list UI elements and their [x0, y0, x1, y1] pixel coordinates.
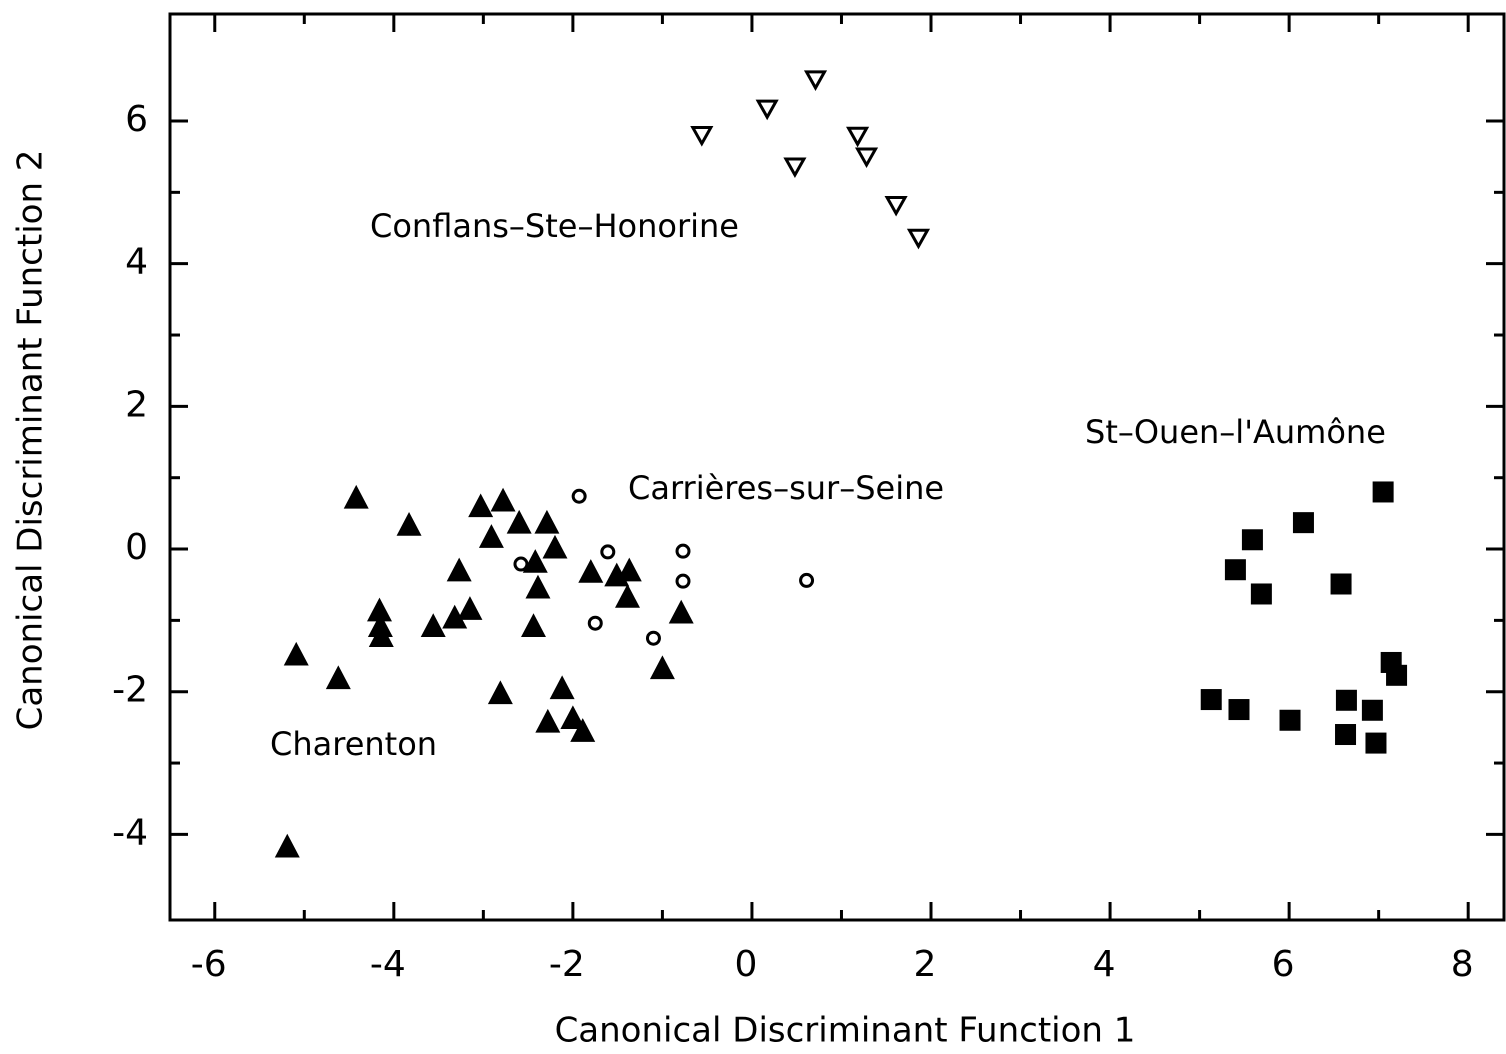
- point: [799, 572, 815, 588]
- point: [478, 524, 504, 548]
- point: [490, 487, 516, 512]
- point: [368, 623, 394, 647]
- point: [578, 559, 604, 583]
- point: [1292, 512, 1314, 534]
- point: [675, 543, 691, 559]
- x-tick-label: 8: [1451, 944, 1474, 985]
- point: [755, 99, 779, 121]
- y-tick-label: 6: [125, 99, 148, 140]
- point: [560, 705, 586, 730]
- point: [446, 557, 472, 582]
- point: [343, 484, 369, 509]
- point: [645, 630, 661, 646]
- series-label: Charenton: [270, 725, 437, 763]
- point: [1228, 699, 1250, 721]
- x-axis-label: Canonical Discriminant Function 1: [555, 1011, 1136, 1051]
- y-tick-label: -4: [112, 812, 148, 853]
- point: [600, 544, 616, 560]
- x-tick-label: 2: [914, 944, 937, 985]
- x-tick-label: -4: [370, 944, 406, 985]
- x-tick-label: 6: [1272, 944, 1295, 985]
- point: [854, 147, 879, 169]
- point: [506, 509, 532, 534]
- point: [420, 613, 446, 638]
- point: [1241, 529, 1263, 551]
- point: [1224, 559, 1246, 581]
- point: [442, 604, 468, 629]
- point: [1250, 583, 1272, 605]
- x-tick-label: -6: [191, 944, 227, 985]
- point: [1335, 689, 1357, 711]
- point: [884, 195, 908, 217]
- point: [542, 534, 568, 559]
- point: [525, 574, 551, 599]
- series-label: Conflans–Ste–Honorine: [370, 207, 739, 245]
- point: [521, 613, 546, 638]
- point: [1330, 573, 1352, 595]
- y-tick-label: -2: [112, 670, 148, 711]
- point: [468, 493, 494, 518]
- point: [675, 573, 691, 589]
- series-label: Carrières–sur–Seine: [628, 469, 944, 507]
- y-axis-label: Canonical Discriminant Function 2: [11, 150, 51, 731]
- point: [457, 596, 483, 620]
- x-tick-label: 4: [1093, 944, 1116, 985]
- y-tick-label: 0: [125, 527, 148, 568]
- point: [1361, 699, 1383, 721]
- point: [649, 655, 675, 680]
- x-tick-label: -2: [549, 944, 585, 985]
- point: [846, 126, 870, 148]
- point: [283, 641, 309, 666]
- point: [571, 488, 587, 504]
- y-tick-label: 2: [125, 384, 148, 425]
- point: [587, 615, 603, 631]
- point: [1200, 689, 1222, 711]
- point: [1386, 664, 1408, 686]
- point: [534, 509, 560, 534]
- point: [616, 557, 642, 582]
- series-label: St–Ouen–l'Aumône: [1085, 413, 1386, 451]
- point: [906, 228, 931, 250]
- point: [1372, 481, 1394, 503]
- point: [803, 70, 828, 91]
- point: [615, 584, 640, 608]
- point: [522, 549, 548, 573]
- y-tick-label: 4: [125, 242, 148, 283]
- point: [1279, 709, 1301, 731]
- point: [668, 599, 694, 624]
- point: [513, 556, 529, 572]
- point: [1365, 732, 1387, 754]
- point: [690, 126, 714, 147]
- plot-frame: [168, 12, 1506, 922]
- point: [570, 718, 596, 742]
- point: [274, 833, 300, 858]
- x-tick-label: 0: [734, 944, 757, 985]
- point: [396, 511, 422, 536]
- point: [535, 708, 561, 733]
- point: [783, 157, 807, 179]
- point: [1335, 724, 1357, 746]
- point: [487, 680, 513, 705]
- point: [325, 665, 351, 690]
- point: [549, 675, 575, 700]
